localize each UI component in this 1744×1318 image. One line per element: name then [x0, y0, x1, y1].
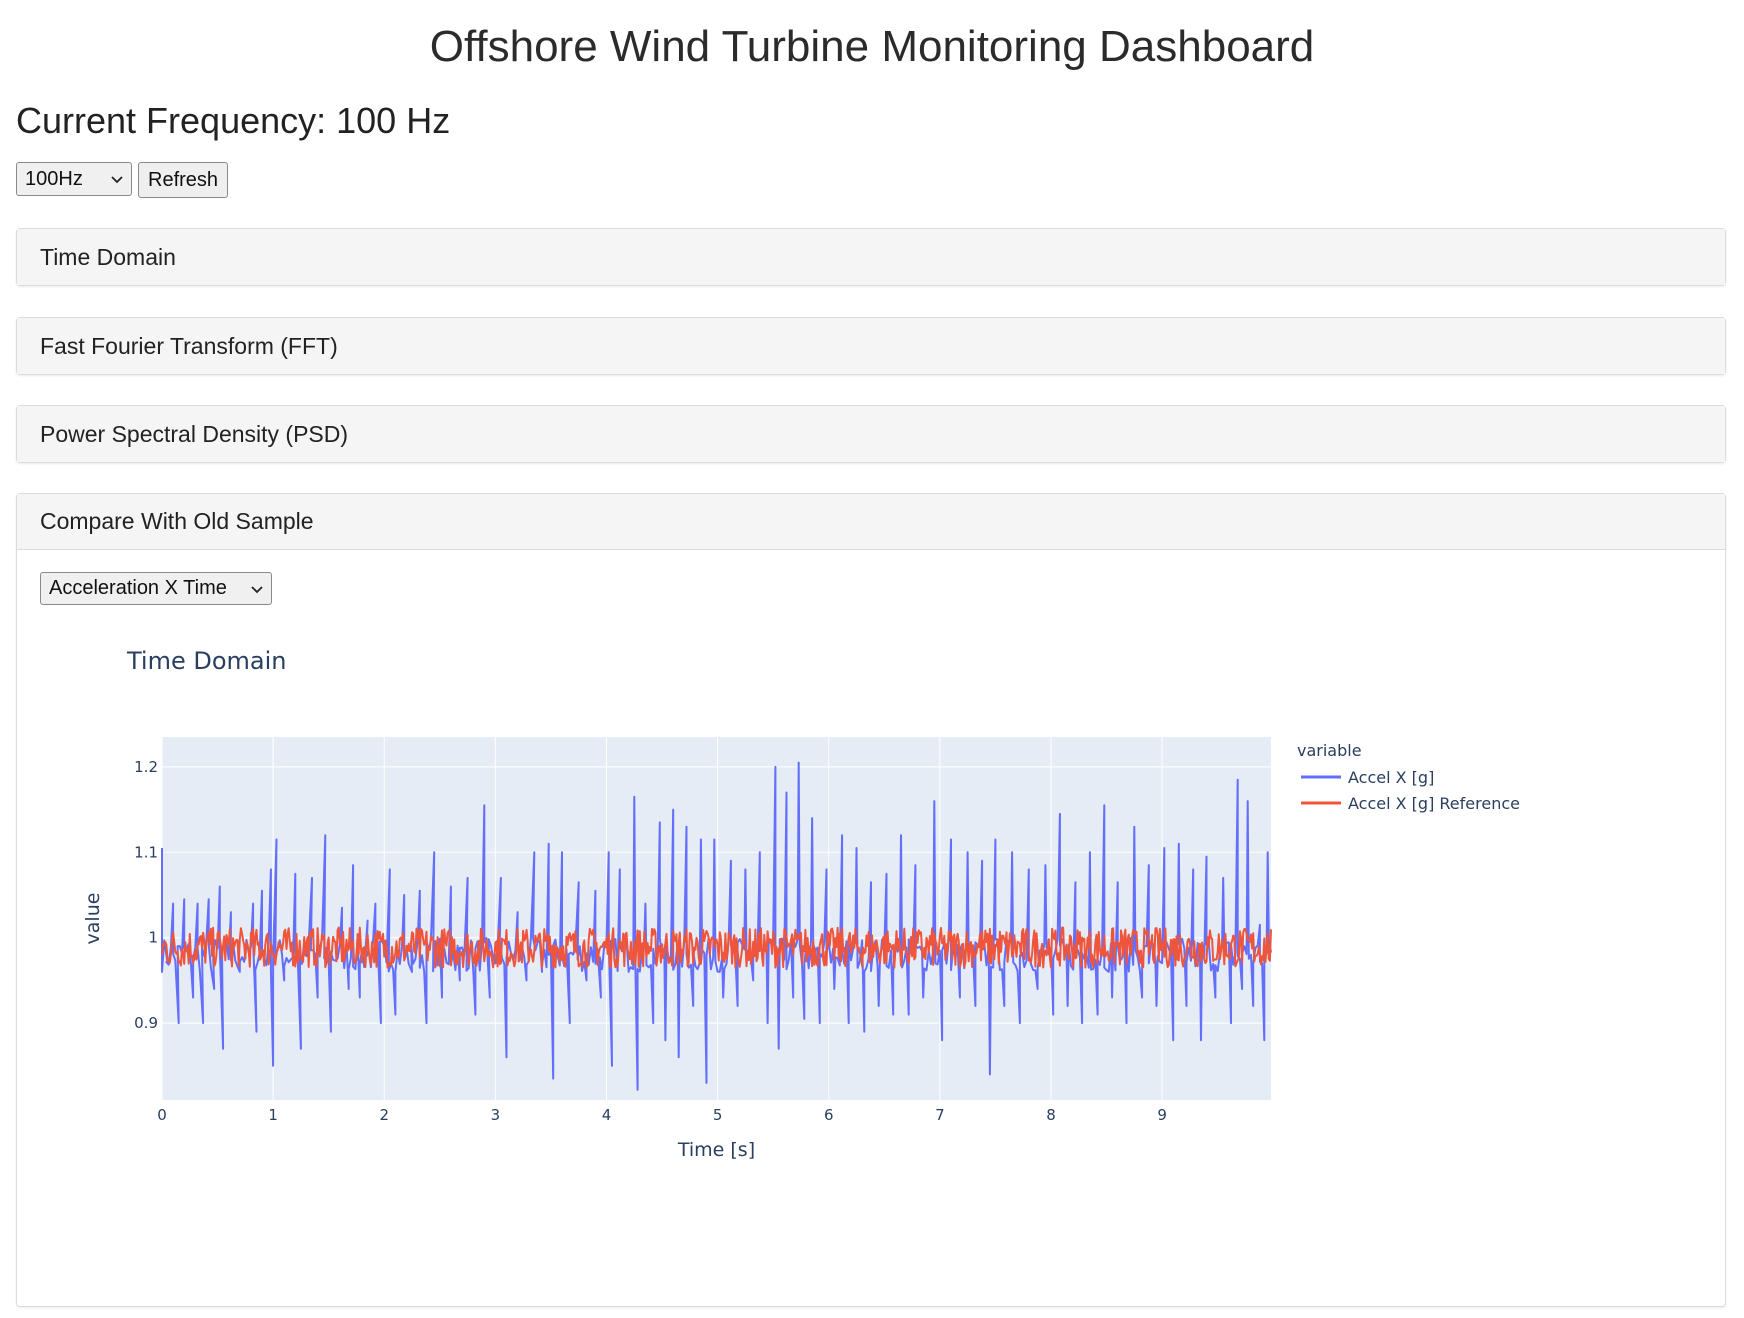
x-tick-label: 1	[268, 1106, 278, 1124]
panel-fft: Fast Fourier Transform (FFT)	[16, 317, 1726, 375]
chevron-down-icon	[111, 171, 123, 187]
panel-time-domain: Time Domain	[16, 228, 1726, 286]
legend-label: Accel X [g] Reference	[1348, 794, 1520, 813]
x-tick-label: 6	[824, 1106, 834, 1124]
y-tick-label: 1.2	[134, 758, 158, 776]
chart-title: Time Domain	[126, 647, 287, 675]
variable-select-value: Acceleration X Time	[49, 577, 227, 599]
x-tick-label: 3	[491, 1106, 501, 1124]
refresh-button[interactable]: Refresh	[138, 162, 229, 198]
x-tick-label: 2	[379, 1106, 389, 1124]
frequency-select[interactable]: 100Hz	[16, 162, 132, 196]
plot-area	[162, 737, 1271, 1100]
frequency-select-value: 100Hz	[25, 167, 83, 190]
time-domain-chart: 0 1 2 3 4 5 6 7 8 9 0.9 1 1.1 1.2 Time Domain Time [s] v…	[82, 647, 1520, 1161]
x-tick-label: 5	[713, 1106, 723, 1124]
x-tick-label: 8	[1046, 1106, 1056, 1124]
legend-title: variable	[1297, 741, 1362, 760]
x-tick-label: 4	[602, 1106, 612, 1124]
panel-header-psd[interactable]: Power Spectral Density (PSD)	[17, 406, 1725, 462]
page-title: Offshore Wind Turbine Monitoring Dashboa…	[429, 22, 1315, 71]
y-tick-label: 0.9	[134, 1014, 158, 1032]
panel-header-compare[interactable]: Compare With Old Sample	[17, 494, 1725, 550]
legend-label: Accel X [g]	[1348, 768, 1434, 787]
x-tick-label: 9	[1157, 1106, 1167, 1124]
panel-compare: Compare With Old Sample Acceleration X T…	[16, 493, 1726, 1307]
current-frequency-heading: Current Frequency: 100 Hz	[16, 100, 451, 141]
y-tick-label: 1	[148, 929, 158, 947]
compare-body: Acceleration X Time 0 1 2 3 4 5 6 7 8 9 0.9 1 1.1 1.2…	[17, 550, 1725, 1306]
series-accel-x-reference-line	[161, 926, 1272, 969]
y-tick-label: 1.1	[134, 843, 158, 861]
panel-header-fft[interactable]: Fast Fourier Transform (FFT)	[17, 318, 1725, 374]
y-axis-label: value	[82, 893, 104, 945]
panel-header-time-domain[interactable]: Time Domain	[17, 229, 1725, 285]
chevron-down-icon	[251, 581, 263, 597]
frequency-controls: 100Hz Refresh	[16, 162, 229, 198]
variable-select[interactable]: Acceleration X Time	[40, 572, 272, 605]
x-axis-label: Time [s]	[677, 1139, 755, 1161]
x-tick-label: 7	[935, 1106, 945, 1124]
panel-psd: Power Spectral Density (PSD)	[16, 405, 1726, 463]
x-tick-label: 0	[157, 1106, 167, 1124]
